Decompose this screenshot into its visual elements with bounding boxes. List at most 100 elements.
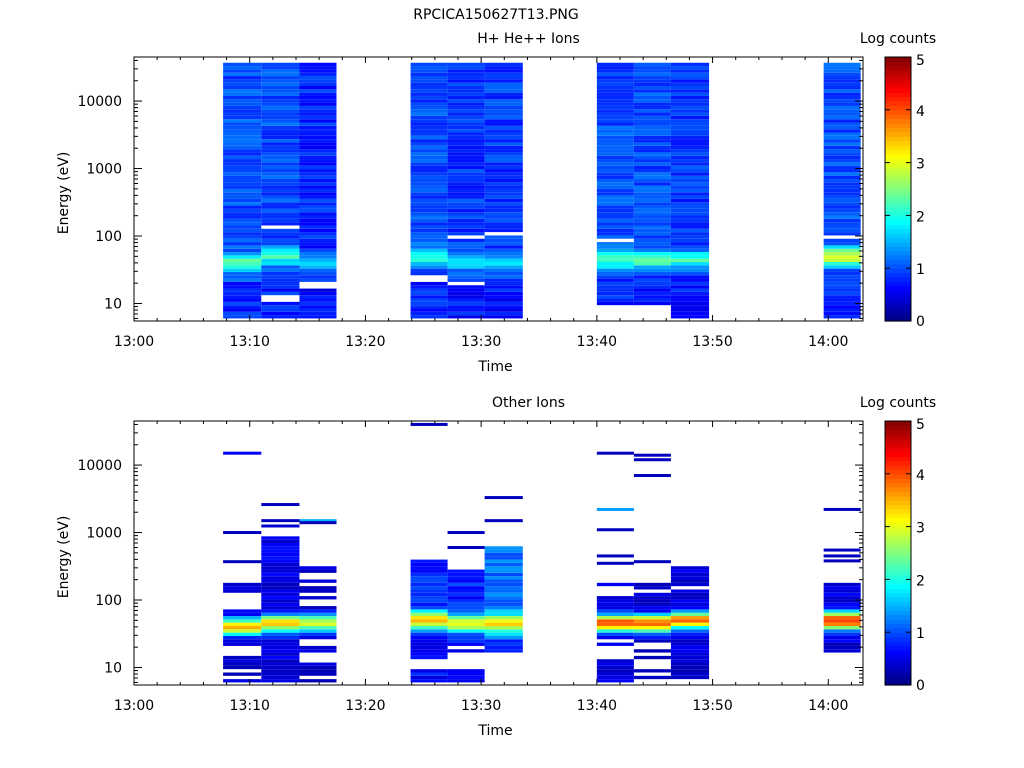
- panel1-cell: [299, 125, 337, 130]
- panel1-colorbar-swatch: [885, 303, 911, 309]
- panel2-cell: [670, 602, 710, 607]
- panel1-cell: [484, 202, 523, 206]
- panel1-cell: [633, 202, 671, 206]
- panel2-colorbar-swatch: [885, 588, 911, 594]
- panel1-cell: [410, 298, 448, 302]
- panel1-cell: [633, 185, 671, 189]
- panel2-cell: [261, 635, 300, 640]
- panel2-colorbar-swatch: [885, 469, 911, 475]
- panel1-cell: [484, 188, 523, 193]
- panel1-cell: [596, 288, 634, 292]
- panel2-cell: [261, 606, 300, 610]
- panel1-cell: [223, 125, 262, 130]
- panel1-cell: [223, 69, 262, 73]
- panel1-cell: [261, 265, 300, 269]
- panel2-cell: [410, 639, 448, 643]
- panel2-cell: [223, 665, 262, 670]
- panel1-cell: [447, 252, 485, 256]
- panel1-colorbar-swatch: [885, 228, 911, 234]
- panel1-cell: [447, 155, 485, 160]
- panel2-cell: [596, 609, 634, 613]
- panel1-cell: [447, 288, 485, 292]
- panel1-cell: [670, 265, 710, 269]
- panel2-cell: [410, 559, 448, 563]
- panel1-cell: [823, 271, 861, 276]
- panel1-colorbar-swatch: [885, 70, 911, 76]
- panel1-cell: [223, 291, 262, 296]
- panel1-cell: [447, 205, 485, 209]
- panel1-cell: [223, 238, 262, 243]
- panel1-colorbar-swatch: [885, 250, 911, 256]
- panel1-cell: [261, 169, 300, 173]
- panel1-colorbar-swatch: [885, 268, 911, 274]
- panel2-colorbar-tick-label: 4: [916, 468, 925, 484]
- panel2-cell: [261, 665, 300, 670]
- panel2-colorbar-swatch: [885, 531, 911, 536]
- panel2-cell: [223, 626, 262, 630]
- panel1-cell: [484, 139, 523, 143]
- panel1-cell: [670, 162, 710, 166]
- panel2-cell: [484, 562, 523, 567]
- panel1-cell: [633, 135, 671, 140]
- panel1-cell: [299, 268, 337, 272]
- panel1-cell: [299, 208, 337, 213]
- panel2-cell: [447, 679, 485, 683]
- panel1-cell: [633, 142, 671, 146]
- panel2-cell: [633, 635, 671, 640]
- panel1-cell: [484, 308, 523, 312]
- panel1-cell: [410, 86, 448, 90]
- panel2-cell: [484, 642, 523, 646]
- panel1-cell: [447, 311, 485, 316]
- panel2-colorbar-swatch: [885, 561, 911, 567]
- panel1-cell: [261, 82, 300, 86]
- panel1-cell: [484, 305, 523, 309]
- panel1-cell: [410, 235, 448, 239]
- panel1-cell: [410, 308, 448, 312]
- panel1-cell: [484, 185, 523, 189]
- panel2-colorbar-swatch: [885, 487, 911, 492]
- panel1-cell: [633, 152, 671, 156]
- panel2-cell: [447, 612, 485, 617]
- panel1-cell: [823, 112, 861, 116]
- panel1-cell: [223, 298, 262, 302]
- panel2-cell: [596, 619, 634, 623]
- panel2-colorbar-swatch: [885, 619, 911, 624]
- panel1-colorbar-swatch: [885, 255, 911, 260]
- panel1-colorbar-swatch: [885, 263, 911, 269]
- panel2-cell: [447, 569, 485, 573]
- panel1-cell: [633, 258, 671, 262]
- panel2-cell: [633, 655, 671, 660]
- panel1-cell: [447, 301, 485, 306]
- panel2-cell: [410, 645, 448, 650]
- panel1-cell: [410, 242, 448, 246]
- panel1-cell: [596, 129, 634, 133]
- panel1-cell: [823, 301, 861, 306]
- panel2-cell: [670, 616, 710, 620]
- panel1-cell: [823, 129, 861, 133]
- panel2-colorbar-tick-label: 0: [916, 678, 925, 694]
- panel2-cell: [670, 576, 710, 580]
- panel1-cell: [261, 172, 300, 176]
- panel1-cell: [596, 95, 634, 100]
- panel2-y-tick-label: 10000: [77, 458, 122, 474]
- panel1-cell: [299, 202, 337, 206]
- panel2-cell: [823, 612, 861, 617]
- panel1-cell: [410, 152, 448, 156]
- panel1-cell: [484, 245, 523, 249]
- panel1-cell: [410, 315, 448, 319]
- panel1-cell: [484, 192, 523, 196]
- panel2-cell: [410, 629, 448, 633]
- panel1-cell: [823, 172, 861, 176]
- panel2-cell: [410, 602, 448, 607]
- panel1-cell: [223, 99, 262, 103]
- panel2-colorbar-swatch: [885, 636, 911, 642]
- panel2-cell: [261, 679, 300, 683]
- panel1-cell: [299, 245, 337, 249]
- panel1-cell: [484, 295, 523, 299]
- panel1-cell: [823, 192, 861, 196]
- panel2-colorbar-swatch: [885, 641, 911, 646]
- panel1-cell: [299, 232, 337, 236]
- panel1-cell: [484, 165, 523, 170]
- panel1-cell: [261, 202, 300, 206]
- panel1-cell: [670, 262, 710, 266]
